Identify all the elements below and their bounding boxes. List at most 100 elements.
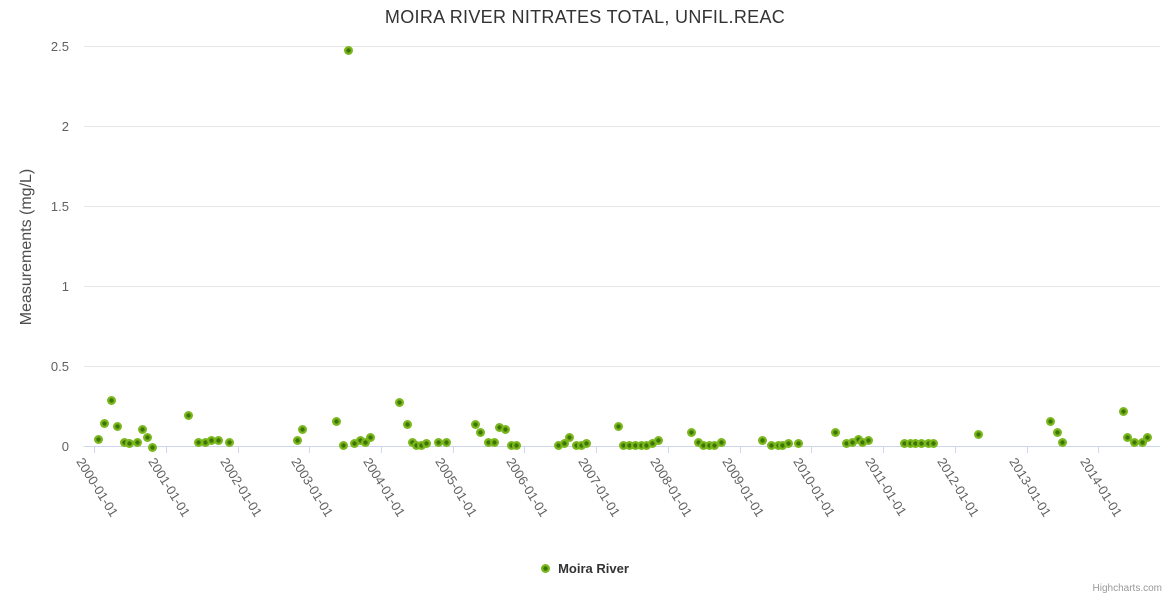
- data-point[interactable]: [119, 437, 129, 447]
- x-tick-label: 2003-01-01: [288, 455, 337, 520]
- data-point[interactable]: [293, 436, 303, 446]
- data-point[interactable]: [554, 440, 564, 450]
- data-point[interactable]: [361, 437, 371, 447]
- data-point[interactable]: [422, 439, 432, 449]
- y-tick-label: 0: [61, 439, 69, 454]
- data-point[interactable]: [471, 420, 481, 430]
- y-gridline: [84, 366, 1160, 367]
- data-point[interactable]: [200, 437, 210, 447]
- x-tick-label: 2008-01-01: [647, 455, 696, 520]
- data-point[interactable]: [339, 440, 349, 450]
- data-point[interactable]: [793, 439, 803, 449]
- data-point[interactable]: [1143, 432, 1153, 442]
- data-point[interactable]: [863, 436, 873, 446]
- data-point[interactable]: [900, 439, 910, 449]
- data-point[interactable]: [699, 440, 709, 450]
- highcharts-credits-link[interactable]: Highcharts.com: [1092, 583, 1162, 594]
- data-point[interactable]: [560, 439, 570, 449]
- data-point[interactable]: [1118, 407, 1128, 417]
- data-point[interactable]: [625, 440, 635, 450]
- x-tick-mark: [1098, 447, 1100, 453]
- data-point[interactable]: [613, 421, 623, 431]
- data-point[interactable]: [442, 437, 452, 447]
- data-point[interactable]: [778, 440, 788, 450]
- data-point[interactable]: [99, 418, 109, 428]
- data-point[interactable]: [512, 440, 522, 450]
- data-point[interactable]: [395, 397, 405, 407]
- data-point[interactable]: [125, 439, 135, 449]
- data-point[interactable]: [93, 434, 103, 444]
- x-tick-mark: [94, 447, 96, 453]
- data-point[interactable]: [767, 440, 777, 450]
- data-point[interactable]: [332, 416, 341, 426]
- data-point[interactable]: [476, 428, 486, 438]
- data-point[interactable]: [194, 437, 204, 447]
- data-point[interactable]: [356, 436, 366, 446]
- data-point[interactable]: [618, 440, 628, 450]
- data-point[interactable]: [923, 439, 933, 449]
- data-point[interactable]: [974, 429, 983, 439]
- data-point[interactable]: [1130, 437, 1140, 447]
- data-point[interactable]: [572, 440, 582, 450]
- data-point[interactable]: [501, 424, 511, 434]
- data-point[interactable]: [507, 440, 517, 450]
- data-point[interactable]: [783, 439, 793, 449]
- data-point[interactable]: [1057, 437, 1067, 447]
- data-point[interactable]: [857, 437, 867, 447]
- data-point[interactable]: [687, 428, 697, 438]
- data-point[interactable]: [1046, 416, 1056, 426]
- data-point[interactable]: [113, 421, 123, 431]
- data-point[interactable]: [349, 439, 359, 449]
- data-point[interactable]: [758, 436, 768, 446]
- data-point[interactable]: [142, 432, 152, 442]
- data-point[interactable]: [842, 439, 852, 449]
- data-point[interactable]: [654, 436, 664, 446]
- data-point[interactable]: [433, 437, 443, 447]
- data-point[interactable]: [647, 439, 657, 449]
- data-point[interactable]: [417, 440, 427, 450]
- y-tick-label: 1: [61, 279, 69, 294]
- data-point[interactable]: [847, 437, 857, 447]
- data-point[interactable]: [582, 439, 592, 449]
- data-point[interactable]: [565, 432, 575, 442]
- data-point[interactable]: [403, 420, 413, 430]
- data-point[interactable]: [133, 437, 143, 447]
- x-tick-mark: [596, 447, 598, 453]
- y-tick-label: 2: [61, 119, 69, 134]
- data-point[interactable]: [717, 437, 727, 447]
- data-point[interactable]: [366, 432, 376, 442]
- data-point[interactable]: [489, 437, 499, 447]
- data-point[interactable]: [213, 436, 223, 446]
- data-point[interactable]: [147, 442, 157, 452]
- data-point[interactable]: [916, 439, 926, 449]
- data-point[interactable]: [107, 396, 117, 406]
- data-point[interactable]: [1123, 432, 1133, 442]
- data-point[interactable]: [184, 410, 194, 420]
- data-point[interactable]: [1052, 428, 1062, 438]
- y-tick-label: 1.5: [50, 199, 69, 214]
- data-point[interactable]: [412, 440, 422, 450]
- data-point[interactable]: [297, 424, 307, 434]
- data-point[interactable]: [905, 439, 915, 449]
- data-point[interactable]: [225, 437, 235, 447]
- data-point[interactable]: [494, 423, 504, 433]
- data-point[interactable]: [710, 440, 720, 450]
- data-point[interactable]: [641, 440, 651, 450]
- x-tick-label: 2011-01-01: [862, 455, 910, 519]
- data-point[interactable]: [484, 437, 494, 447]
- data-point[interactable]: [705, 440, 714, 450]
- data-point[interactable]: [830, 428, 840, 438]
- data-point[interactable]: [631, 440, 641, 450]
- data-point[interactable]: [207, 436, 217, 446]
- data-point[interactable]: [636, 440, 646, 450]
- data-point[interactable]: [577, 440, 587, 450]
- chart-title: MOIRA RIVER NITRATES TOTAL, UNFIL.REAC: [384, 7, 786, 27]
- legend-item-moira-river[interactable]: Moira River: [558, 561, 629, 576]
- data-point[interactable]: [1137, 437, 1147, 447]
- data-point[interactable]: [344, 45, 354, 55]
- legend-marker-icon: [541, 564, 551, 573]
- data-point[interactable]: [694, 437, 704, 447]
- data-point[interactable]: [138, 424, 148, 434]
- data-point[interactable]: [910, 439, 920, 449]
- data-point[interactable]: [928, 439, 938, 449]
